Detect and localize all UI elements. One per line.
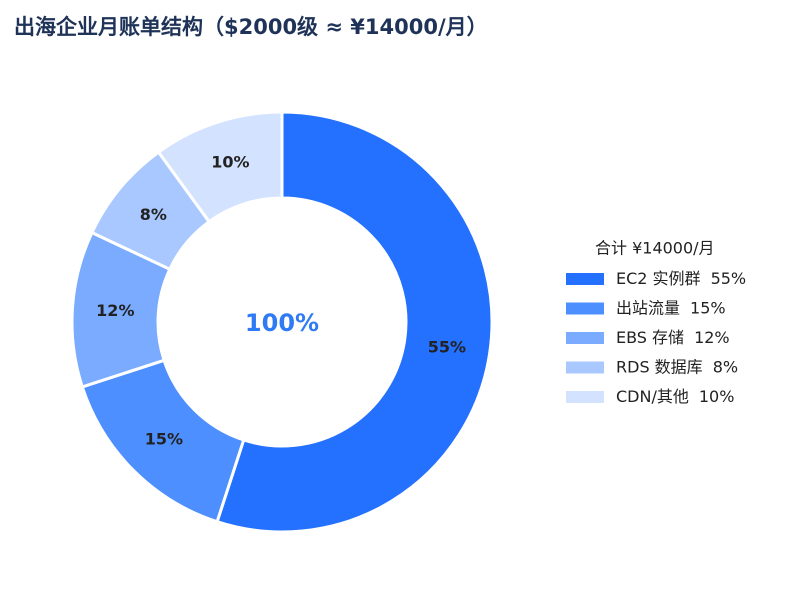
slice-label: 55% — [428, 338, 466, 357]
legend-name: CDN/其他 — [616, 387, 689, 406]
donut-slice — [215, 110, 494, 534]
slice-label: 8% — [140, 205, 167, 224]
legend-swatch — [566, 361, 604, 374]
legend-swatch — [566, 391, 604, 403]
legend-value: 55% — [711, 269, 747, 288]
donut-slice — [156, 110, 284, 224]
slice-label: 12% — [96, 301, 134, 320]
legend-value: 12% — [694, 328, 730, 347]
legend-label: RDS 数据库 8% — [616, 357, 738, 376]
legend-value: 10% — [699, 387, 735, 406]
legend-swatch — [566, 302, 604, 315]
legend-entry: 出站流量 15% — [566, 298, 726, 317]
legend-name: 出站流量 — [616, 298, 680, 317]
legend-entry: EC2 实例群 55% — [566, 269, 746, 288]
slice-label: 10% — [211, 153, 249, 172]
center-label: 100% — [245, 309, 319, 337]
legend-name: EBS 存储 — [616, 328, 684, 347]
legend-label: EC2 实例群 55% — [616, 269, 746, 288]
legend-entry: RDS 数据库 8% — [566, 357, 738, 376]
legend-label: EBS 存储 12% — [616, 328, 730, 347]
legend-label: CDN/其他 10% — [616, 387, 734, 406]
legend-value: 15% — [690, 298, 726, 317]
chart-title: 出海企业月账单结构（$2000级 ≈ ¥14000/月） — [14, 15, 488, 39]
legend-entry: CDN/其他 10% — [566, 387, 734, 406]
legend-swatch — [566, 332, 604, 344]
legend-title: 合计 ¥14000/月 — [595, 239, 715, 258]
legend-name: EC2 实例群 — [616, 269, 701, 288]
legend-value: 8% — [713, 357, 738, 376]
legend-entry: EBS 存储 12% — [566, 328, 730, 347]
legend-name: RDS 数据库 — [616, 357, 703, 376]
legend-swatch — [566, 273, 604, 285]
legend-label: 出站流量 15% — [616, 298, 726, 317]
slice-label: 15% — [145, 430, 183, 449]
